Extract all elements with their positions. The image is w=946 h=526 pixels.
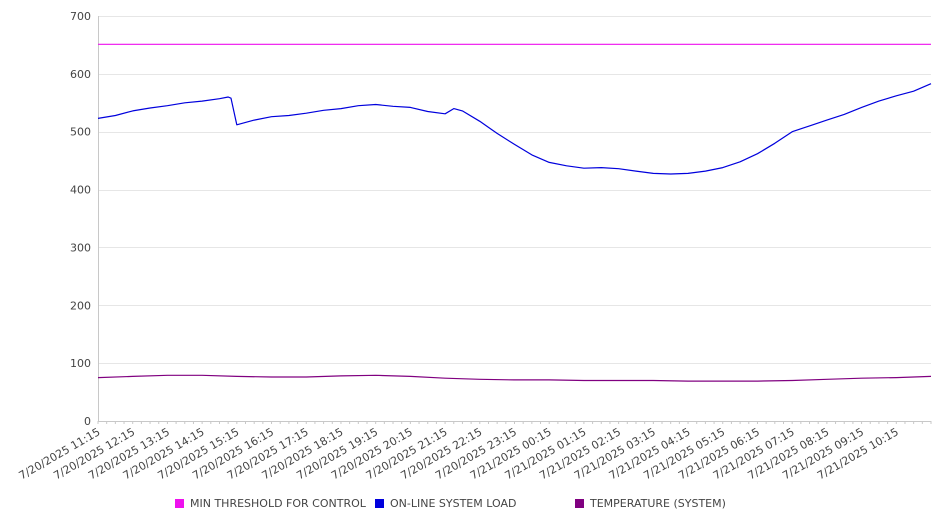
y-tick-label: 100 [70,357,91,370]
legend: MIN THRESHOLD FOR CONTROL ON-LINE SYSTEM … [0,497,946,515]
legend-swatch [375,499,384,508]
y-tick-label: 400 [70,184,91,197]
grid-lines [98,16,931,364]
y-tick-label: 200 [70,299,91,312]
legend-swatch [575,499,584,508]
series-line-on-line-system-load [97,83,932,175]
legend-item[interactable]: TEMPERATURE (SYSTEM) [575,497,726,510]
y-tick-label: 300 [70,241,91,254]
legend-label: ON-LINE SYSTEM LOAD [390,497,517,510]
y-tick-label: 700 [70,10,91,23]
y-tick-label: 600 [70,68,91,81]
y-tick-label: 0 [84,415,91,428]
y-tick-label: 500 [70,126,91,139]
legend-swatch [175,499,184,508]
legend-item[interactable]: MIN THRESHOLD FOR CONTROL [175,497,366,510]
legend-label: TEMPERATURE (SYSTEM) [590,497,726,510]
series-line-temperature-system [97,374,932,382]
axes [97,16,932,424]
legend-label: MIN THRESHOLD FOR CONTROL [190,497,366,510]
y-tick-labels: 0 100 200 300 400 500 600 700 [70,10,91,428]
legend-item[interactable]: ON-LINE SYSTEM LOAD [375,497,516,510]
series-lines [97,43,932,382]
x-tick-labels: 7/20/2025 11:157/20/2025 12:157/20/2025 … [17,425,901,482]
